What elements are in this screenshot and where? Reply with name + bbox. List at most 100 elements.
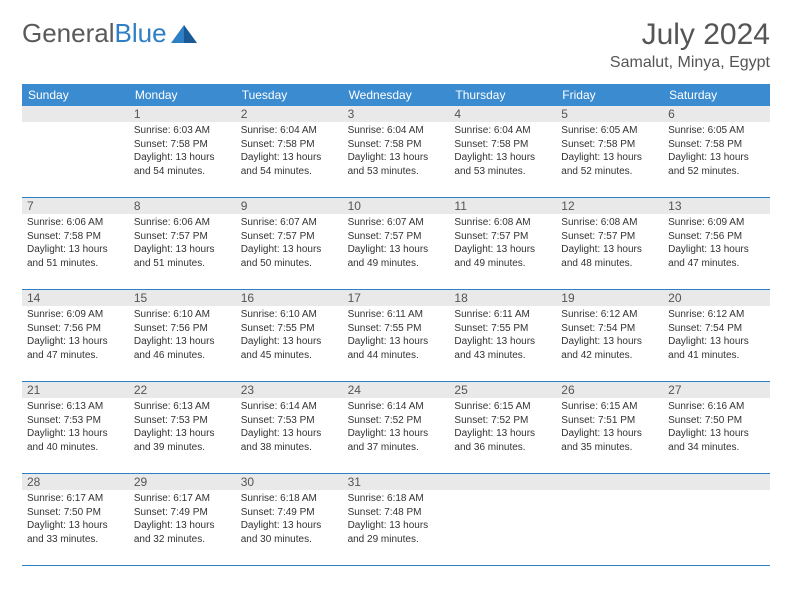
day-details: Sunrise: 6:07 AMSunset: 7:57 PMDaylight:… — [348, 216, 445, 270]
day-number: 9 — [236, 198, 343, 214]
day-number-bar — [449, 474, 556, 490]
calendar-cell: 25 Sunrise: 6:15 AMSunset: 7:52 PMDayligh… — [449, 382, 556, 474]
calendar-cell: 19 Sunrise: 6:12 AMSunset: 7:54 PMDayligh… — [556, 290, 663, 382]
logo-text-blue: Blue — [115, 18, 167, 49]
day-details: Sunrise: 6:18 AMSunset: 7:48 PMDaylight:… — [348, 492, 445, 546]
day-number: 21 — [22, 382, 129, 398]
calendar-cell: 16Sunrise: 6:10 AMSunset: 7:55 PMDayligh… — [236, 290, 343, 382]
day-number: 8 — [129, 198, 236, 214]
calendar-cell: 12Sunrise: 6:08 AMSunset: 7:57 PMDayligh… — [556, 198, 663, 290]
day-details: Sunrise: 6:09 AMSunset: 7:56 PMDaylight:… — [668, 216, 765, 270]
day-number: 25 — [449, 382, 556, 398]
calendar-cell-empty — [556, 474, 663, 566]
calendar-cell-empty — [22, 106, 129, 198]
calendar-cell: 1 Sunrise: 6:03 AMSunset: 7:58 PMDaylight… — [129, 106, 236, 198]
day-number-bar — [556, 474, 663, 490]
weekday-label: Friday — [556, 84, 663, 106]
calendar-cell: 28 Sunrise: 6:17 AMSunset: 7:50 PMDayligh… — [22, 474, 129, 566]
calendar-cell: 5 Sunrise: 6:05 AMSunset: 7:58 PMDaylight… — [556, 106, 663, 198]
weekday-label: Wednesday — [343, 84, 450, 106]
day-number: 30 — [236, 474, 343, 490]
calendar-cell: 9 Sunrise: 6:07 AMSunset: 7:57 PMDaylight… — [236, 198, 343, 290]
day-number: 28 — [22, 474, 129, 490]
day-details: Sunrise: 6:16 AMSunset: 7:50 PMDaylight:… — [668, 400, 765, 454]
day-number: 2 — [236, 106, 343, 122]
day-details: Sunrise: 6:07 AMSunset: 7:57 PMDaylight:… — [241, 216, 338, 270]
calendar-cell-empty — [663, 474, 770, 566]
weekday-label: Tuesday — [236, 84, 343, 106]
calendar-cell: 8 Sunrise: 6:06 AMSunset: 7:57 PMDaylight… — [129, 198, 236, 290]
day-number-bar — [663, 474, 770, 490]
calendar-cell: 21Sunrise: 6:13 AMSunset: 7:53 PMDayligh… — [22, 382, 129, 474]
day-number: 27 — [663, 382, 770, 398]
day-details: Sunrise: 6:12 AMSunset: 7:54 PMDaylight:… — [668, 308, 765, 362]
calendar-cell: 30Sunrise: 6:18 AMSunset: 7:49 PMDayligh… — [236, 474, 343, 566]
weekday-label: Monday — [129, 84, 236, 106]
calendar-cell: 7 Sunrise: 6:06 AMSunset: 7:58 PMDaylight… — [22, 198, 129, 290]
day-number: 7 — [22, 198, 129, 214]
day-details: Sunrise: 6:04 AMSunset: 7:58 PMDaylight:… — [454, 124, 551, 178]
day-details: Sunrise: 6:04 AMSunset: 7:58 PMDaylight:… — [348, 124, 445, 178]
day-number: 26 — [556, 382, 663, 398]
calendar-cell: 11Sunrise: 6:08 AMSunset: 7:57 PMDayligh… — [449, 198, 556, 290]
calendar-cell: 31 Sunrise: 6:18 AMSunset: 7:48 PMDayligh… — [343, 474, 450, 566]
day-number: 10 — [343, 198, 450, 214]
weekday-label: Thursday — [449, 84, 556, 106]
calendar-cell: 6Sunrise: 6:05 AMSunset: 7:58 PMDaylight… — [663, 106, 770, 198]
calendar-cell: 3 Sunrise: 6:04 AMSunset: 7:58 PMDaylight… — [343, 106, 450, 198]
day-number: 20 — [663, 290, 770, 306]
calendar-cell: 2 Sunrise: 6:04 AMSunset: 7:58 PMDaylight… — [236, 106, 343, 198]
day-number: 12 — [556, 198, 663, 214]
day-details: Sunrise: 6:17 AMSunset: 7:50 PMDaylight:… — [27, 492, 124, 546]
day-number: 31 — [343, 474, 450, 490]
month-title: July 2024 — [610, 18, 770, 52]
calendar-cell: 10 Sunrise: 6:07 AMSunset: 7:57 PMDayligh… — [343, 198, 450, 290]
day-details: Sunrise: 6:05 AMSunset: 7:58 PMDaylight:… — [668, 124, 765, 178]
top-bar: GeneralBlue July 2024 Samalut, Minya, Eg… — [22, 18, 770, 72]
day-number: 18 — [449, 290, 556, 306]
day-details: Sunrise: 6:15 AMSunset: 7:52 PMDaylight:… — [454, 400, 551, 454]
day-number: 19 — [556, 290, 663, 306]
logo: GeneralBlue — [22, 18, 197, 49]
day-details: Sunrise: 6:10 AMSunset: 7:56 PMDaylight:… — [134, 308, 231, 362]
day-details: Sunrise: 6:12 AMSunset: 7:54 PMDaylight:… — [561, 308, 658, 362]
calendar-cell: 29 Sunrise: 6:17 AMSunset: 7:49 PMDayligh… — [129, 474, 236, 566]
calendar-cell: 23 Sunrise: 6:14 AMSunset: 7:53 PMDayligh… — [236, 382, 343, 474]
calendar-cell: 4 Sunrise: 6:04 AMSunset: 7:58 PMDaylight… — [449, 106, 556, 198]
day-number: 13 — [663, 198, 770, 214]
day-details: Sunrise: 6:14 AMSunset: 7:53 PMDaylight:… — [241, 400, 338, 454]
day-number: 17 — [343, 290, 450, 306]
location-label: Samalut, Minya, Egypt — [610, 54, 770, 72]
day-details: Sunrise: 6:14 AMSunset: 7:52 PMDaylight:… — [348, 400, 445, 454]
day-number-bar — [22, 106, 129, 122]
day-number: 3 — [343, 106, 450, 122]
day-details: Sunrise: 6:03 AMSunset: 7:58 PMDaylight:… — [134, 124, 231, 178]
day-details: Sunrise: 6:04 AMSunset: 7:58 PMDaylight:… — [241, 124, 338, 178]
calendar-body: 1 Sunrise: 6:03 AMSunset: 7:58 PMDaylight… — [22, 106, 770, 566]
calendar-cell: 14Sunrise: 6:09 AMSunset: 7:56 PMDayligh… — [22, 290, 129, 382]
day-details: Sunrise: 6:17 AMSunset: 7:49 PMDaylight:… — [134, 492, 231, 546]
calendar-cell: 13 Sunrise: 6:09 AMSunset: 7:56 PMDayligh… — [663, 198, 770, 290]
day-number: 23 — [236, 382, 343, 398]
day-details: Sunrise: 6:13 AMSunset: 7:53 PMDaylight:… — [134, 400, 231, 454]
day-number: 5 — [556, 106, 663, 122]
day-details: Sunrise: 6:15 AMSunset: 7:51 PMDaylight:… — [561, 400, 658, 454]
calendar-cell: 18Sunrise: 6:11 AMSunset: 7:55 PMDayligh… — [449, 290, 556, 382]
title-block: July 2024 Samalut, Minya, Egypt — [610, 18, 770, 72]
day-details: Sunrise: 6:05 AMSunset: 7:58 PMDaylight:… — [561, 124, 658, 178]
day-details: Sunrise: 6:06 AMSunset: 7:57 PMDaylight:… — [134, 216, 231, 270]
day-number: 1 — [129, 106, 236, 122]
weekday-label: Sunday — [22, 84, 129, 106]
calendar-cell: 26 Sunrise: 6:15 AMSunset: 7:51 PMDayligh… — [556, 382, 663, 474]
calendar-cell: 15Sunrise: 6:10 AMSunset: 7:56 PMDayligh… — [129, 290, 236, 382]
weekday-label: Saturday — [663, 84, 770, 106]
day-number: 14 — [22, 290, 129, 306]
day-number: 16 — [236, 290, 343, 306]
calendar-cell: 22Sunrise: 6:13 AMSunset: 7:53 PMDayligh… — [129, 382, 236, 474]
calendar-cell: 20 Sunrise: 6:12 AMSunset: 7:54 PMDayligh… — [663, 290, 770, 382]
logo-triangle-icon — [171, 25, 197, 43]
day-details: Sunrise: 6:06 AMSunset: 7:58 PMDaylight:… — [27, 216, 124, 270]
day-number: 29 — [129, 474, 236, 490]
day-details: Sunrise: 6:08 AMSunset: 7:57 PMDaylight:… — [454, 216, 551, 270]
day-number: 4 — [449, 106, 556, 122]
